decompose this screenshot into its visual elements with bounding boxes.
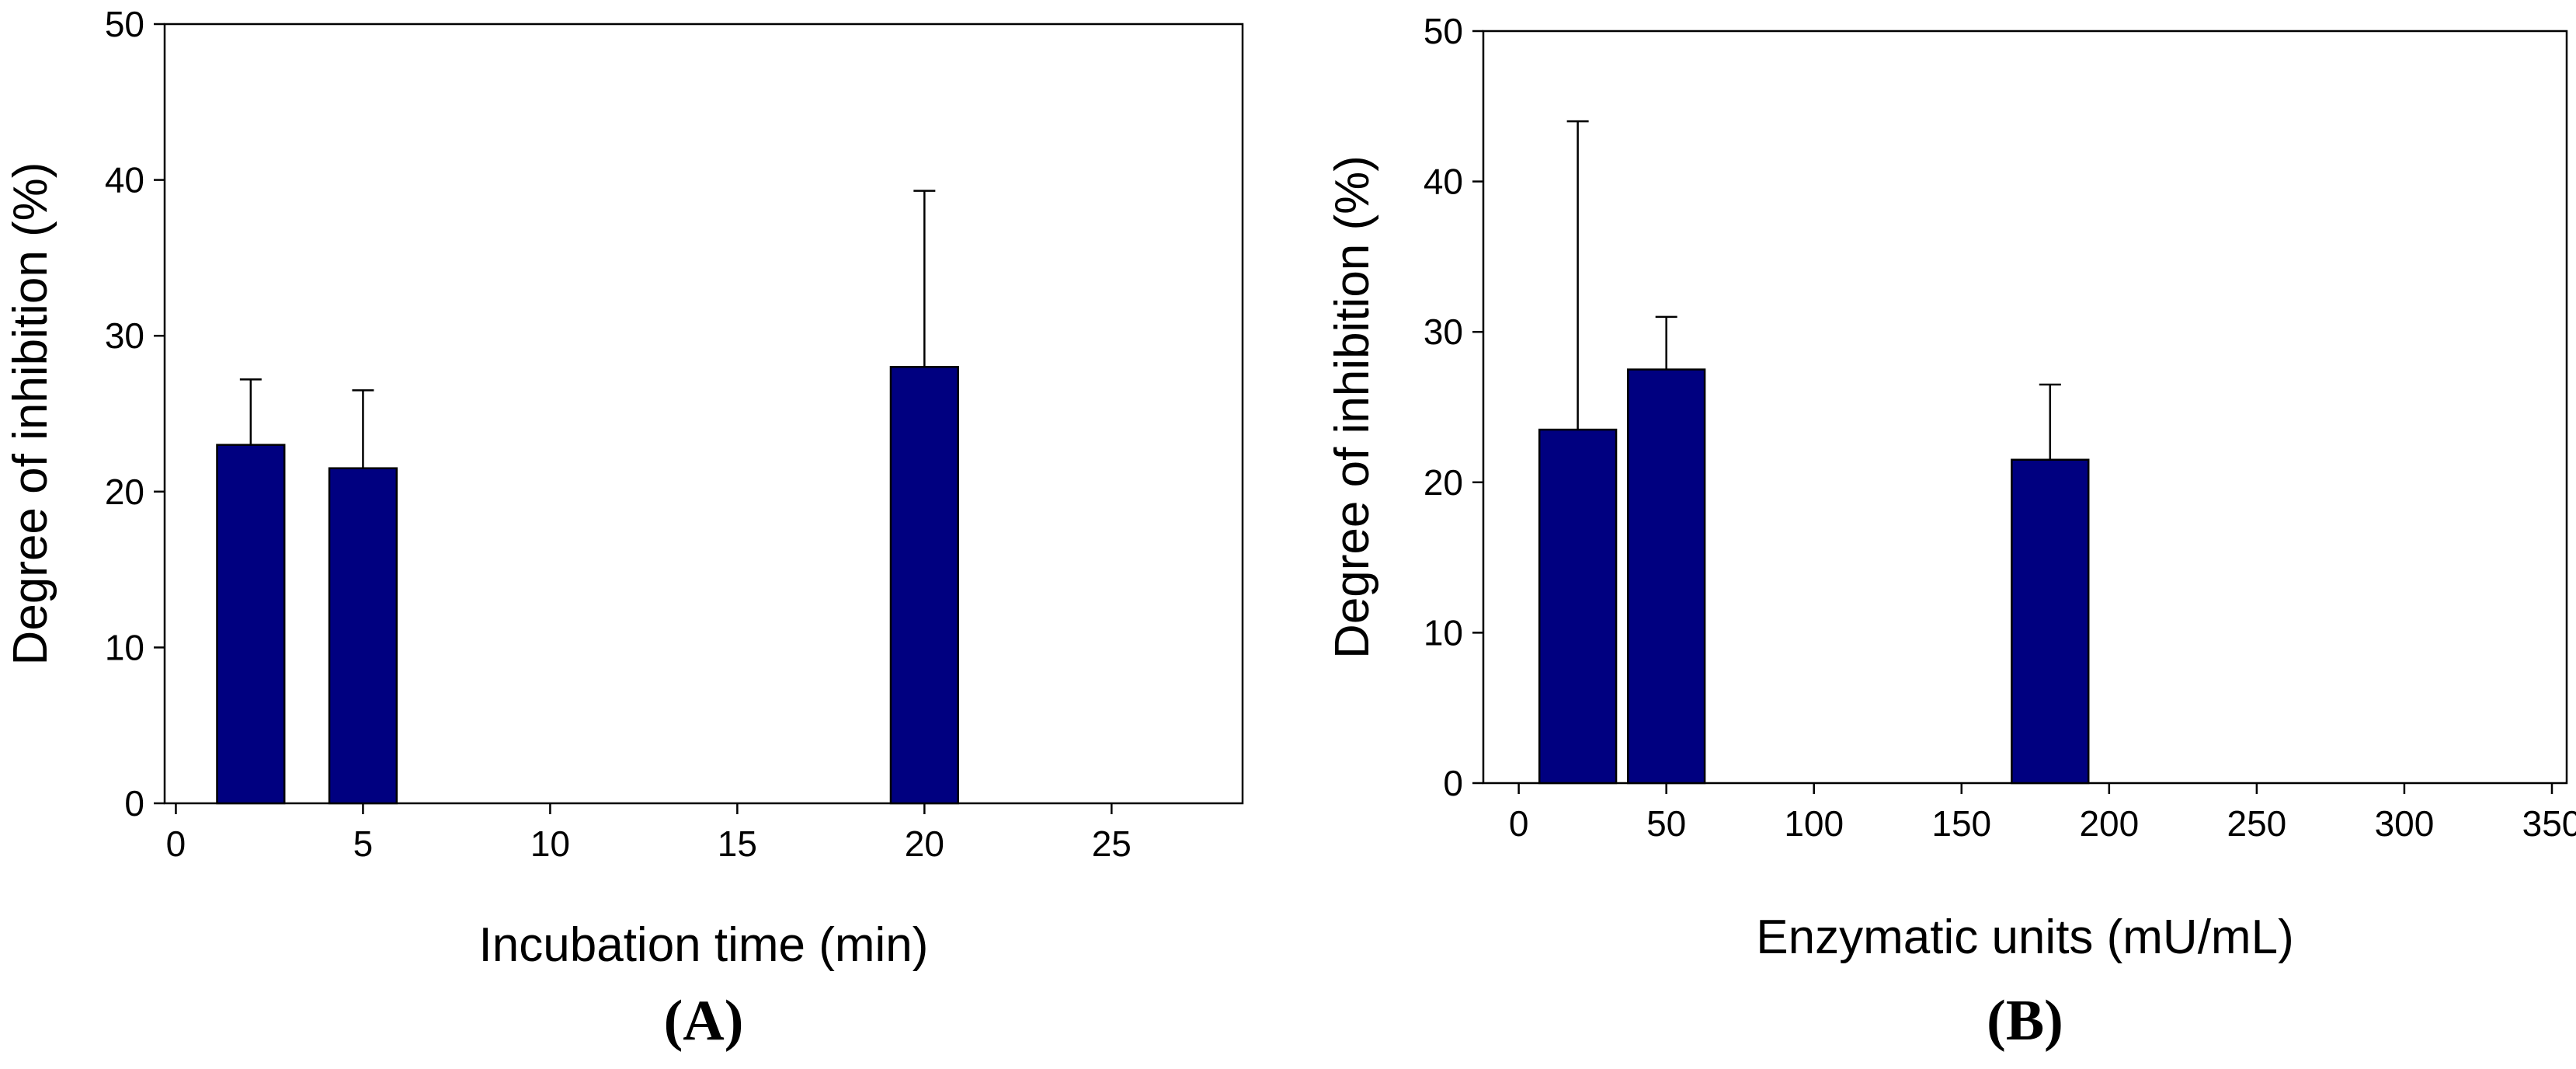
y-axis-title: Degree of inhibition (%) bbox=[1326, 155, 1379, 659]
bar bbox=[1627, 368, 1706, 785]
panel-b: 0 10 20 30 40 50 0 50 100 150 200 250 300 350 Enzymati… bbox=[1326, 11, 2576, 1053]
x-tick-label: 25 bbox=[1092, 824, 1132, 864]
bar bbox=[328, 467, 398, 805]
x-axis-title: Enzymatic units (mU/mL) bbox=[1756, 911, 2293, 964]
y-tick-label: 10 bbox=[1424, 612, 1463, 653]
y-tick-label: 20 bbox=[1424, 462, 1463, 503]
x-tick-label: 50 bbox=[1646, 803, 1686, 844]
y-tick-label: 50 bbox=[1424, 11, 1463, 51]
bar bbox=[2011, 458, 2090, 785]
y-tick-label: 40 bbox=[105, 160, 144, 200]
x-tick-label: 350 bbox=[2522, 803, 2576, 844]
x-tick-label: 150 bbox=[1931, 803, 1991, 844]
bar bbox=[216, 444, 286, 805]
y-tick-label: 0 bbox=[1443, 763, 1463, 803]
x-tick-label: 5 bbox=[353, 824, 374, 864]
x-tick-label: 300 bbox=[2375, 803, 2435, 844]
x-axis-title: Incubation time (min) bbox=[479, 918, 929, 972]
x-tick-label: 15 bbox=[718, 824, 757, 864]
bar bbox=[1538, 428, 1618, 785]
panel-a: 0 10 20 30 40 50 0 5 10 15 20 25 Incubation time (mi… bbox=[4, 4, 1244, 1053]
y-tick-label: 10 bbox=[105, 627, 144, 667]
x-tick-label: 10 bbox=[530, 824, 570, 864]
plot-frame bbox=[163, 23, 1244, 805]
y-tick-label: 30 bbox=[1424, 312, 1463, 352]
y-tick-label: 30 bbox=[105, 315, 144, 356]
bar bbox=[889, 366, 959, 805]
panel-label: (B) bbox=[1987, 989, 2063, 1053]
x-tick-label: 0 bbox=[166, 824, 186, 864]
x-tick-label: 0 bbox=[1509, 803, 1529, 844]
y-tick-label: 50 bbox=[105, 4, 144, 44]
y-axis-title: Degree of inhibition (%) bbox=[4, 162, 57, 666]
x-tick-label: 100 bbox=[1784, 803, 1844, 844]
y-tick-label: 0 bbox=[124, 783, 144, 824]
y-tick-label: 40 bbox=[1424, 162, 1463, 202]
x-tick-label: 20 bbox=[905, 824, 944, 864]
y-tick-label: 20 bbox=[105, 472, 144, 512]
x-tick-label: 250 bbox=[2227, 803, 2287, 844]
x-tick-label: 200 bbox=[2079, 803, 2139, 844]
panel-label: (A) bbox=[664, 989, 744, 1053]
